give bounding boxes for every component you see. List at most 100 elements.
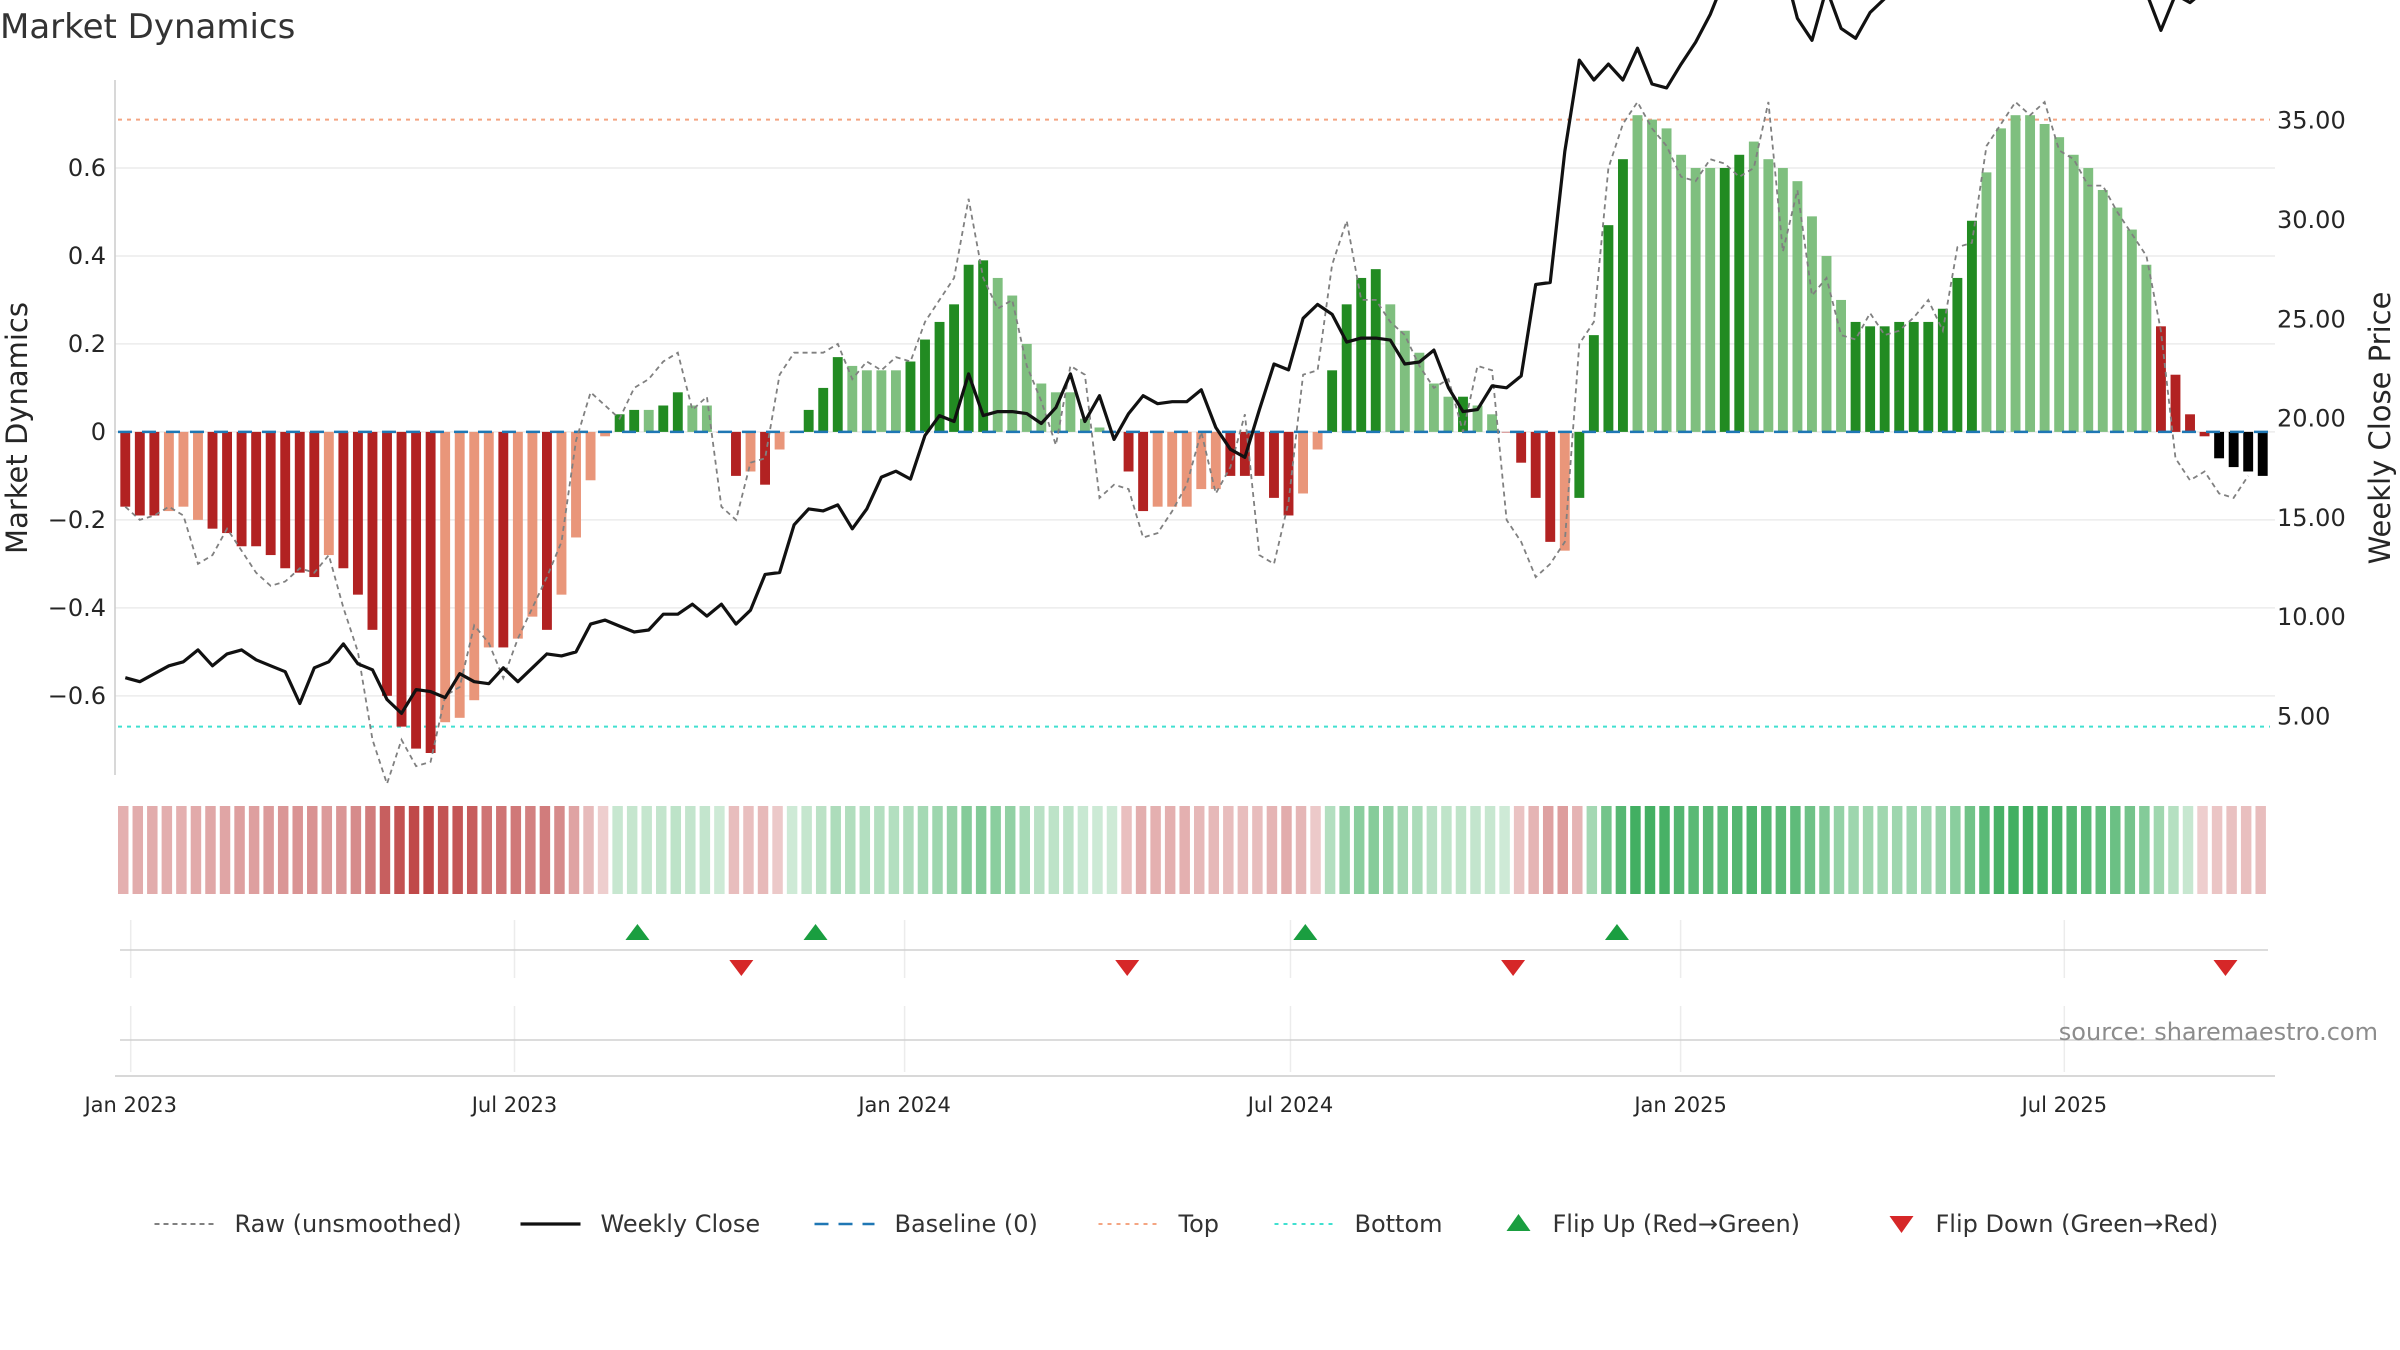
- dynamics-bar: [687, 405, 698, 432]
- dynamics-bar: [658, 405, 669, 432]
- dynamics-bar: [890, 370, 901, 432]
- dynamics-bar: [1676, 154, 1687, 432]
- heat-strip-cell: [685, 806, 696, 894]
- y-axis-label: Market Dynamics: [0, 302, 34, 554]
- dynamics-bar: [1734, 154, 1745, 432]
- dynamics-bar: [396, 431, 407, 727]
- dynamics-bar: [1647, 119, 1657, 432]
- heat-strip-cell: [1106, 806, 1118, 894]
- heat-strip-cell: [1208, 806, 1220, 894]
- dynamics-bar: [1821, 255, 1832, 432]
- heat-strip-cell: [1906, 806, 1917, 894]
- flip-up-marker: [803, 924, 828, 940]
- heat-strip-cell: [1441, 806, 1452, 894]
- dynamics-bar: [1385, 304, 1396, 432]
- dynamics-bar: [2025, 115, 2036, 432]
- dynamics-bar: [992, 277, 1003, 432]
- heat-strip-cell: [1950, 806, 1961, 894]
- chart-title: Market Dynamics: [0, 7, 295, 47]
- heat-strip-cell: [568, 806, 580, 894]
- heat-strip-cell: [2066, 806, 2077, 894]
- heat-strip-cell: [1266, 806, 1278, 894]
- legend-item: Flip Down (Green→Red): [1889, 1210, 2218, 1238]
- legend-label: Weekly Close: [601, 1210, 761, 1238]
- raw-series-line: [124, 100, 2249, 787]
- heat-strip-cell: [1993, 806, 2005, 894]
- dynamics-bar: [861, 370, 872, 432]
- heat-strip-cell: [205, 806, 216, 894]
- gridlines: [115, 167, 2275, 1072]
- dynamics-bar: [1545, 431, 1556, 542]
- heat-strip-cell: [379, 806, 391, 894]
- flip-down-marker: [729, 960, 754, 976]
- x-tick-label: Jul 2024: [1246, 1093, 1333, 1117]
- dynamics-bar: [425, 431, 436, 754]
- heat-strip-cell: [1150, 806, 1161, 894]
- dynamics-bar: [1312, 431, 1323, 450]
- x-tick-label: Jan 2024: [856, 1093, 951, 1117]
- heat-strip-cell: [1891, 806, 1903, 894]
- heat-strip-cell: [190, 806, 202, 894]
- heat-strip-cell: [845, 806, 856, 894]
- dynamics-bar: [2199, 431, 2210, 437]
- heat-strip-cell: [466, 806, 478, 894]
- heat-strip-cell: [1790, 806, 1801, 894]
- dynamics-bars: [120, 115, 2268, 754]
- dynamics-bar: [600, 431, 611, 437]
- y-tick-label: 0: [91, 418, 106, 446]
- dynamics-bar: [2083, 167, 2094, 432]
- dynamics-bar: [1894, 321, 1905, 432]
- dynamics-bar: [949, 304, 960, 432]
- heat-strip-cell: [1194, 806, 1205, 894]
- heat-strip-cell: [1528, 806, 1539, 894]
- weekly-close-line: [124, 0, 2196, 716]
- heat-strip-cell: [2226, 806, 2237, 894]
- heat-strip-cell: [1397, 806, 1409, 894]
- legend-swatch-flip-up: [1506, 1214, 1531, 1231]
- dynamics-bar: [483, 431, 494, 648]
- heat-strip-cell: [859, 806, 871, 894]
- heat-strip-cell: [481, 806, 492, 894]
- dynamics-bar: [352, 431, 363, 595]
- dynamics-bar: [1836, 299, 1846, 432]
- dynamics-bar: [1050, 392, 1061, 432]
- dynamics-bar: [905, 361, 916, 432]
- dynamics-bar: [1865, 326, 1876, 432]
- dynamics-bar: [1021, 343, 1032, 432]
- heat-strip-cell: [1964, 806, 1976, 894]
- heat-strip-cell: [263, 806, 274, 894]
- dynamics-bar: [251, 431, 262, 547]
- dynamics-bar: [1530, 431, 1541, 498]
- y2-tick-label: 35.00: [2277, 107, 2346, 135]
- dynamics-bar: [1341, 304, 1352, 432]
- heat-strip-cell: [292, 806, 303, 894]
- y-tick-label: 0.2: [68, 330, 106, 358]
- heat-strip-cell: [118, 806, 129, 894]
- y2-tick-label: 5.00: [2277, 702, 2330, 730]
- heat-strip-cell: [496, 806, 507, 894]
- y2-axis-label: Weekly Close Price: [2363, 292, 2397, 565]
- heat-strip-cell: [1848, 806, 1859, 894]
- heat-strip-cell: [1542, 806, 1554, 894]
- heat-strip-cell: [1586, 806, 1598, 894]
- heat-strip-cell: [757, 806, 769, 894]
- heat-strip-cell: [1702, 806, 1714, 894]
- heat-strip-cell: [539, 806, 551, 894]
- dynamics-bar: [1763, 159, 1774, 432]
- dynamics-bar: [1618, 159, 1628, 432]
- dynamics-bar: [978, 260, 989, 432]
- heat-strip-cell: [277, 806, 289, 894]
- dynamics-bar: [1356, 277, 1367, 432]
- heat-strip-cell: [743, 806, 754, 894]
- dynamics-bar: [832, 357, 843, 432]
- dynamics-bar: [367, 431, 378, 630]
- heat-strip-cell: [1135, 806, 1147, 894]
- heat-strip-cell: [1324, 806, 1336, 894]
- dynamics-bar: [1777, 167, 1788, 432]
- heat-strip-cell: [1557, 806, 1568, 894]
- dynamics-bar: [963, 264, 974, 432]
- dynamics-bar: [1487, 414, 1498, 432]
- heat-strip-cell: [2211, 806, 2223, 894]
- heat-strip-cell: [626, 806, 638, 894]
- heat-strip-cell: [423, 806, 434, 894]
